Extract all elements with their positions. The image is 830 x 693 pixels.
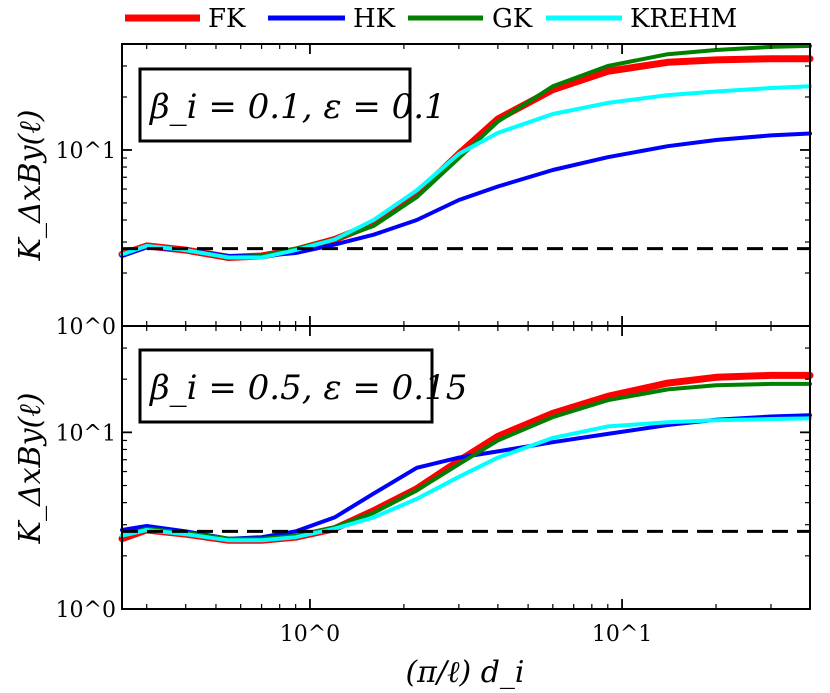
top-annotation-box <box>138 67 412 143</box>
bottom-series-layer <box>118 371 814 544</box>
top-panel: 10^0 10^1 β_i = 0.1, ε = 0.1 K_ΔxBy(ℓ) <box>13 43 814 340</box>
series-krehm <box>120 416 812 543</box>
bottom-ytick-label-1: 10^0 <box>56 598 116 623</box>
legend-label-hk: HK <box>353 4 396 34</box>
top-ytick-labels: 10^0 10^1 <box>56 139 116 340</box>
xtick-label-1: 10^0 <box>280 622 340 647</box>
bottom-panel: 10^0 10^1 β_i = 0.5, ε = 0.15 K_ΔxBy(ℓ) <box>13 325 814 623</box>
top-annotation: β_i = 0.1, ε = 0.1 <box>138 67 446 143</box>
top-ylabel: K_ΔxBy(ℓ) <box>13 110 48 262</box>
xtick-labels: 10^0 10^1 <box>280 622 653 647</box>
legend-label-krehm: KREHM <box>630 4 737 34</box>
top-ytick-label-10: 10^1 <box>56 139 116 164</box>
top-series-layer <box>118 43 814 261</box>
bottom-annotation: β_i = 0.5, ε = 0.15 <box>138 348 467 424</box>
xtick-label-10: 10^1 <box>592 622 652 647</box>
x-axis-label: (π/ℓ) d_i <box>405 655 524 690</box>
bottom-ytick-labels: 10^0 10^1 <box>56 421 116 623</box>
series-krehm <box>120 84 812 260</box>
bottom-plot-frame <box>121 325 811 610</box>
legend-label-fk: FK <box>208 4 246 34</box>
bottom-annotation-box <box>138 348 434 424</box>
bottom-annotation-text: β_i = 0.5, ε = 0.15 <box>148 368 467 408</box>
bottom-ylabel: K_ΔxBy(ℓ) <box>13 393 48 545</box>
legend: FK HK GK KREHM <box>125 4 737 34</box>
series-hk <box>120 413 812 541</box>
legend-label-gk: GK <box>492 4 533 34</box>
top-annotation-text: β_i = 0.1, ε = 0.1 <box>148 87 446 127</box>
bottom-ytick-label-10: 10^1 <box>56 421 116 446</box>
top-ytick-label-1: 10^0 <box>56 315 116 340</box>
